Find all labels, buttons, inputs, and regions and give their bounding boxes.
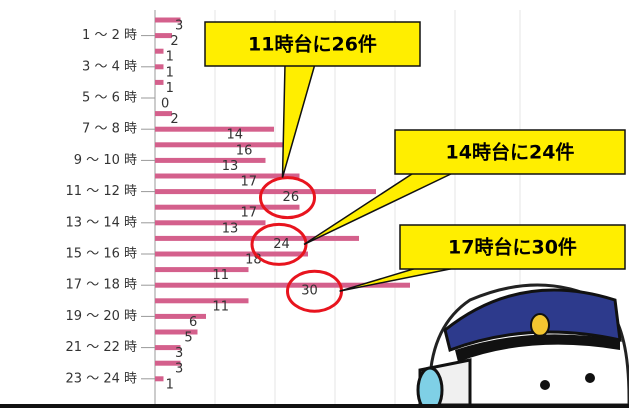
bar: [155, 314, 206, 319]
bar: [155, 205, 300, 210]
y-tick-label: 23 ～ 24 時: [66, 371, 137, 386]
y-tick-label: 15 ～ 16 時: [66, 247, 137, 262]
bar: [155, 220, 266, 225]
y-tick-label: 1 ～ 2 時: [82, 28, 137, 43]
value-label: 30: [301, 284, 318, 299]
bar: [155, 49, 164, 54]
y-tick-label: 3 ～ 4 時: [82, 59, 137, 74]
bar: [155, 142, 291, 147]
value-label: 24: [273, 237, 290, 252]
bar: [155, 158, 266, 163]
bar: [155, 236, 359, 241]
value-label: 16: [236, 143, 253, 158]
value-label: 5: [184, 331, 192, 346]
y-tick-label: 9 ～ 10 時: [74, 153, 137, 168]
value-label: 11: [212, 268, 229, 283]
value-label: 2: [170, 112, 178, 127]
value-label: 18: [245, 253, 262, 268]
y-tick-label: 19 ～ 20 時: [66, 309, 137, 324]
value-label: 3: [175, 19, 183, 34]
y-tick-label: 17 ～ 18 時: [66, 278, 137, 293]
value-label: 11: [212, 299, 229, 314]
value-label: 13: [222, 159, 239, 174]
value-label: 17: [240, 206, 257, 221]
value-label: 2: [170, 34, 178, 49]
bar: [155, 267, 249, 272]
value-label: 1: [166, 81, 174, 96]
bar: [155, 189, 376, 194]
value-label: 26: [283, 190, 300, 205]
chart: 321 ～ 2 時113 ～ 4 時105 ～ 6 時2147 ～ 8 時161…: [0, 0, 629, 408]
value-label: 17: [240, 175, 257, 190]
value-label: 14: [226, 128, 243, 143]
y-tick-label: 7 ～ 8 時: [82, 122, 137, 137]
y-tick-label: 21 ～ 22 時: [66, 340, 137, 355]
value-label: 1: [166, 65, 174, 80]
callout-text: 11時台に26件: [248, 33, 377, 56]
value-label: 3: [175, 362, 183, 377]
callout-text: 14時台に24件: [446, 141, 575, 164]
value-label: 1: [166, 377, 174, 392]
bar: [155, 376, 164, 381]
y-tick-label: 11 ～ 12 時: [66, 184, 137, 199]
callout-text: 17時台に30件: [448, 236, 577, 259]
value-label: 6: [189, 315, 197, 330]
value-label: 1: [166, 50, 174, 65]
bar: [155, 80, 164, 85]
bar: [155, 64, 164, 69]
value-label: 0: [161, 97, 169, 112]
bar: [155, 252, 308, 257]
y-tick-label: 5 ～ 6 時: [82, 91, 137, 106]
value-label: 13: [222, 221, 239, 236]
bar: [155, 127, 274, 132]
y-tick-label: 13 ～ 14 時: [66, 215, 137, 230]
value-label: 3: [175, 346, 183, 361]
bar: [155, 298, 249, 303]
